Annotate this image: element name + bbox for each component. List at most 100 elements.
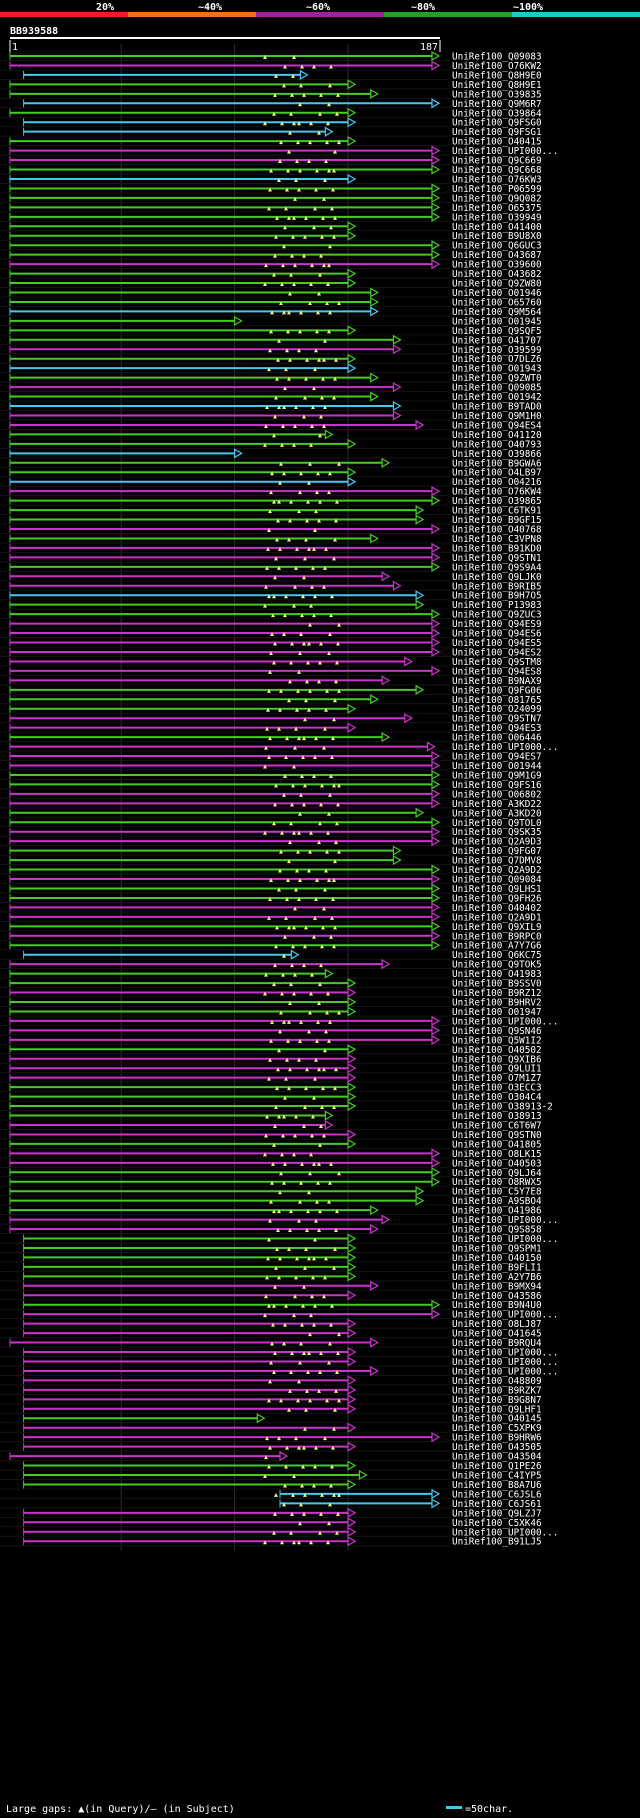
hit-id-label[interactable]: UniRef100_O43504 <box>452 1452 542 1463</box>
hit-id-label[interactable]: UniRef100_UPI000... <box>452 1215 558 1226</box>
hit-row[interactable]: UniRef100_A9SBO4 <box>0 1195 542 1207</box>
hit-id-label[interactable]: UniRef100_O43687 <box>452 250 542 261</box>
hit-row[interactable]: UniRef100_B9RZ12 <box>0 987 542 999</box>
hit-row[interactable]: UniRef100_B9N4U0 <box>0 1299 542 1311</box>
hit-id-label[interactable]: UniRef100_O76KW4 <box>452 487 542 498</box>
hit-row[interactable]: UniRef100_Q9S858 <box>0 1224 542 1236</box>
hit-row[interactable]: UniRef100_O39865 <box>0 495 542 507</box>
hit-id-label[interactable]: UniRef100_Q6GUC3 <box>452 241 542 252</box>
hit-id-label[interactable]: UniRef100_O40145 <box>452 1414 542 1425</box>
hit-row[interactable]: UniRef100_O40150 <box>0 1252 542 1264</box>
hit-row[interactable]: UniRef100_Q9STM8 <box>0 656 542 668</box>
hit-id-label[interactable]: UniRef100_A3KD20 <box>452 808 542 819</box>
hit-id-label[interactable]: UniRef100_O65375 <box>452 203 542 214</box>
hit-row[interactable]: UniRef100_Q94ES5 <box>0 637 542 649</box>
hit-row[interactable]: UniRef100_O41645 <box>0 1328 542 1340</box>
hit-id-label[interactable]: UniRef100_C5XPK9 <box>452 1423 542 1434</box>
hit-id-label[interactable]: UniRef100_Q9S9A4 <box>452 562 542 573</box>
hit-id-label[interactable]: UniRef100_B9NAX9 <box>452 676 542 687</box>
hit-row[interactable]: UniRef100_Q9FG06 <box>0 684 542 696</box>
hit-id-label[interactable]: UniRef100_C5XK46 <box>452 1518 542 1529</box>
hit-id-label[interactable]: UniRef100_O39865 <box>452 496 542 507</box>
hit-row[interactable]: UniRef100_O8LJ87 <box>0 1318 542 1330</box>
hit-row[interactable]: UniRef100_UPI000... <box>0 1346 558 1359</box>
hit-id-label[interactable]: UniRef100_B9FLI1 <box>452 1262 542 1273</box>
hit-row[interactable]: UniRef100_B9RZK7 <box>0 1384 542 1396</box>
hit-row[interactable]: UniRef100_O01946 <box>0 287 542 299</box>
hit-id-label[interactable]: UniRef100_Q9LHF1 <box>452 1404 542 1415</box>
hit-row[interactable]: UniRef100_O43687 <box>0 249 542 261</box>
hit-row[interactable]: UniRef100_B9GWA6 <box>0 457 542 469</box>
hit-row[interactable]: UniRef100_B91KD0 <box>0 542 542 554</box>
hit-row[interactable]: UniRef100_UPI000... <box>0 741 558 753</box>
hit-id-label[interactable]: UniRef100_A3KD22 <box>452 799 542 810</box>
hit-row[interactable]: UniRef100_O39600 <box>0 259 542 271</box>
hit-row[interactable]: UniRef100_O48809 <box>0 1375 542 1387</box>
hit-id-label[interactable]: UniRef100_UPI000... <box>452 146 558 157</box>
hit-id-label[interactable]: UniRef100_O43505 <box>452 1442 542 1453</box>
hit-id-label[interactable]: UniRef100_Q9SPM1 <box>452 1243 542 1254</box>
hit-id-label[interactable]: UniRef100_Q2A9D3 <box>452 837 542 848</box>
hit-id-label[interactable]: UniRef100_Q9FG06 <box>452 685 542 696</box>
hit-row[interactable]: UniRef100_Q94ES9 <box>0 618 542 630</box>
hit-row[interactable]: UniRef100_Q9STN7 <box>0 713 542 725</box>
hit-id-label[interactable]: UniRef100_O48809 <box>452 1376 542 1387</box>
hit-row[interactable]: UniRef100_B91LJ5 <box>0 1536 542 1548</box>
hit-row[interactable]: UniRef100_O01942 <box>0 391 542 403</box>
hit-id-label[interactable]: UniRef100_A7Y7G6 <box>452 941 542 952</box>
hit-row[interactable]: UniRef100_B9MX94 <box>0 1280 542 1292</box>
hit-row[interactable]: UniRef100_Q9ZW80 <box>0 278 542 290</box>
hit-id-label[interactable]: UniRef100_B9HRV2 <box>452 998 542 1009</box>
hit-row[interactable]: UniRef100_O40145 <box>0 1413 542 1425</box>
hit-id-label[interactable]: UniRef100_Q9XIL9 <box>452 922 542 933</box>
hit-id-label[interactable]: UniRef100_Q9LHS1 <box>452 884 542 895</box>
hit-id-label[interactable]: UniRef100_Q9LZJ7 <box>452 1508 542 1519</box>
hit-id-label[interactable]: UniRef100_Q09085 <box>452 383 542 394</box>
hit-id-label[interactable]: UniRef100_O3ECC3 <box>452 1083 542 1094</box>
hit-id-label[interactable]: UniRef100_O01947 <box>452 1007 542 1018</box>
hit-row[interactable]: UniRef100_UPI000... <box>0 1214 558 1226</box>
hit-id-label[interactable]: UniRef100_O39866 <box>452 449 542 460</box>
hit-row[interactable]: UniRef100_UPI000... <box>0 1233 558 1245</box>
hit-row[interactable]: UniRef100_O06802 <box>0 788 542 800</box>
hit-row[interactable]: UniRef100_Q9STN1 <box>0 552 542 564</box>
hit-id-label[interactable]: UniRef100_Q9SQF5 <box>452 326 542 337</box>
hit-id-label[interactable]: UniRef100_O7M1Z7 <box>452 1073 542 1084</box>
hit-id-label[interactable]: UniRef100_Q09083 <box>452 52 542 63</box>
hit-row[interactable]: UniRef100_C5XPK9 <box>0 1422 542 1434</box>
hit-id-label[interactable]: UniRef100_O39600 <box>452 260 542 271</box>
hit-row[interactable]: UniRef100_Q9XIL9 <box>0 921 542 933</box>
hit-id-label[interactable]: UniRef100_Q9STN7 <box>452 714 542 725</box>
hit-row[interactable]: UniRef100_Q9LJ64 <box>0 1167 542 1179</box>
hit-id-label[interactable]: UniRef100_B9H7O5 <box>452 591 542 602</box>
hit-row[interactable]: UniRef100_O39599 <box>0 344 542 356</box>
hit-id-label[interactable]: UniRef100_UPI000... <box>452 1016 558 1027</box>
hit-row[interactable]: UniRef100_O41707 <box>0 334 542 346</box>
hit-id-label[interactable]: UniRef100_B9RQU4 <box>452 1338 542 1349</box>
hit-id-label[interactable]: UniRef100_Q94ES9 <box>452 619 542 630</box>
hit-row[interactable]: UniRef100_O40503 <box>0 1157 542 1169</box>
hit-id-label[interactable]: UniRef100_Q9ZW80 <box>452 279 542 290</box>
hit-id-label[interactable]: UniRef100_O76KW3 <box>452 174 542 185</box>
hit-row[interactable]: UniRef100_B9RIB5 <box>0 580 542 592</box>
hit-row[interactable]: UniRef100_Q9FSG0 <box>0 117 542 129</box>
hit-id-label[interactable]: UniRef100_O06446 <box>452 733 542 744</box>
hit-id-label[interactable]: UniRef100_O40402 <box>452 903 542 914</box>
hit-id-label[interactable]: UniRef100_Q9M564 <box>452 307 542 318</box>
hit-row[interactable]: UniRef100_Q9ZWT0 <box>0 372 542 384</box>
hit-row[interactable]: UniRef100_O65760 <box>0 296 542 308</box>
hit-row[interactable]: UniRef100_Q9SPM1 <box>0 1242 542 1254</box>
hit-id-label[interactable]: UniRef100_O41983 <box>452 969 542 980</box>
hit-row[interactable]: UniRef100_C4IYP5 <box>0 1469 542 1482</box>
hit-id-label[interactable]: UniRef100_B9RPC0 <box>452 931 542 942</box>
hit-row[interactable]: UniRef100_Q09083 <box>0 50 542 63</box>
hit-row[interactable]: UniRef100_Q9LHS1 <box>0 883 542 895</box>
hit-id-label[interactable]: UniRef100_Q9S858 <box>452 1225 542 1236</box>
hit-row[interactable]: UniRef100_C6TK91 <box>0 505 542 517</box>
hit-id-label[interactable]: UniRef100_Q9TOK5 <box>452 960 542 971</box>
hit-id-label[interactable]: UniRef100_O01946 <box>452 288 542 299</box>
hit-id-label[interactable]: UniRef100_O40150 <box>452 1253 542 1264</box>
hit-row[interactable]: UniRef100_Q2A9D3 <box>0 836 542 848</box>
hit-id-label[interactable]: UniRef100_O39864 <box>452 108 542 119</box>
hit-row[interactable]: UniRef100_Q9M564 <box>0 306 542 318</box>
